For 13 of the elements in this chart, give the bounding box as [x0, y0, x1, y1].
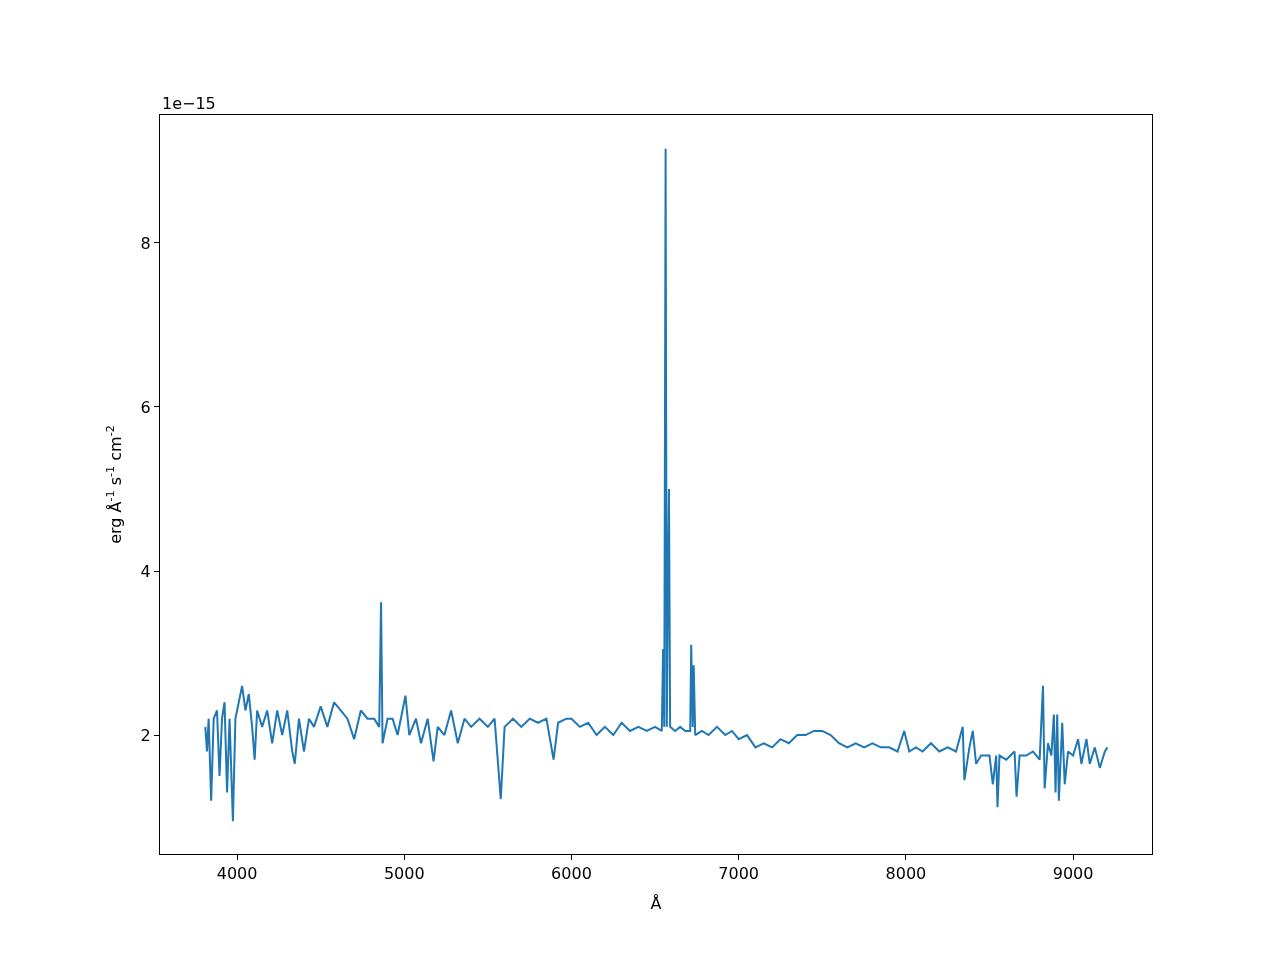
y-tick-label: 2: [140, 725, 151, 745]
x-axis-title: Å: [650, 893, 662, 913]
x-tick-label: 7000: [718, 864, 760, 884]
y-tick-label: 4: [140, 561, 151, 581]
x-tick-label: 8000: [885, 864, 927, 884]
y-tick-label: 6: [140, 397, 151, 417]
x-tick-label: 6000: [551, 864, 592, 884]
text: 1e−15: [162, 94, 216, 113]
x-tick-label: 5000: [383, 864, 425, 884]
x-tick-label: 4000: [216, 864, 258, 884]
x-tick-label: 9000: [1052, 864, 1094, 884]
line-series: [204, 147, 1109, 823]
y-tick-label: 8: [140, 233, 151, 253]
